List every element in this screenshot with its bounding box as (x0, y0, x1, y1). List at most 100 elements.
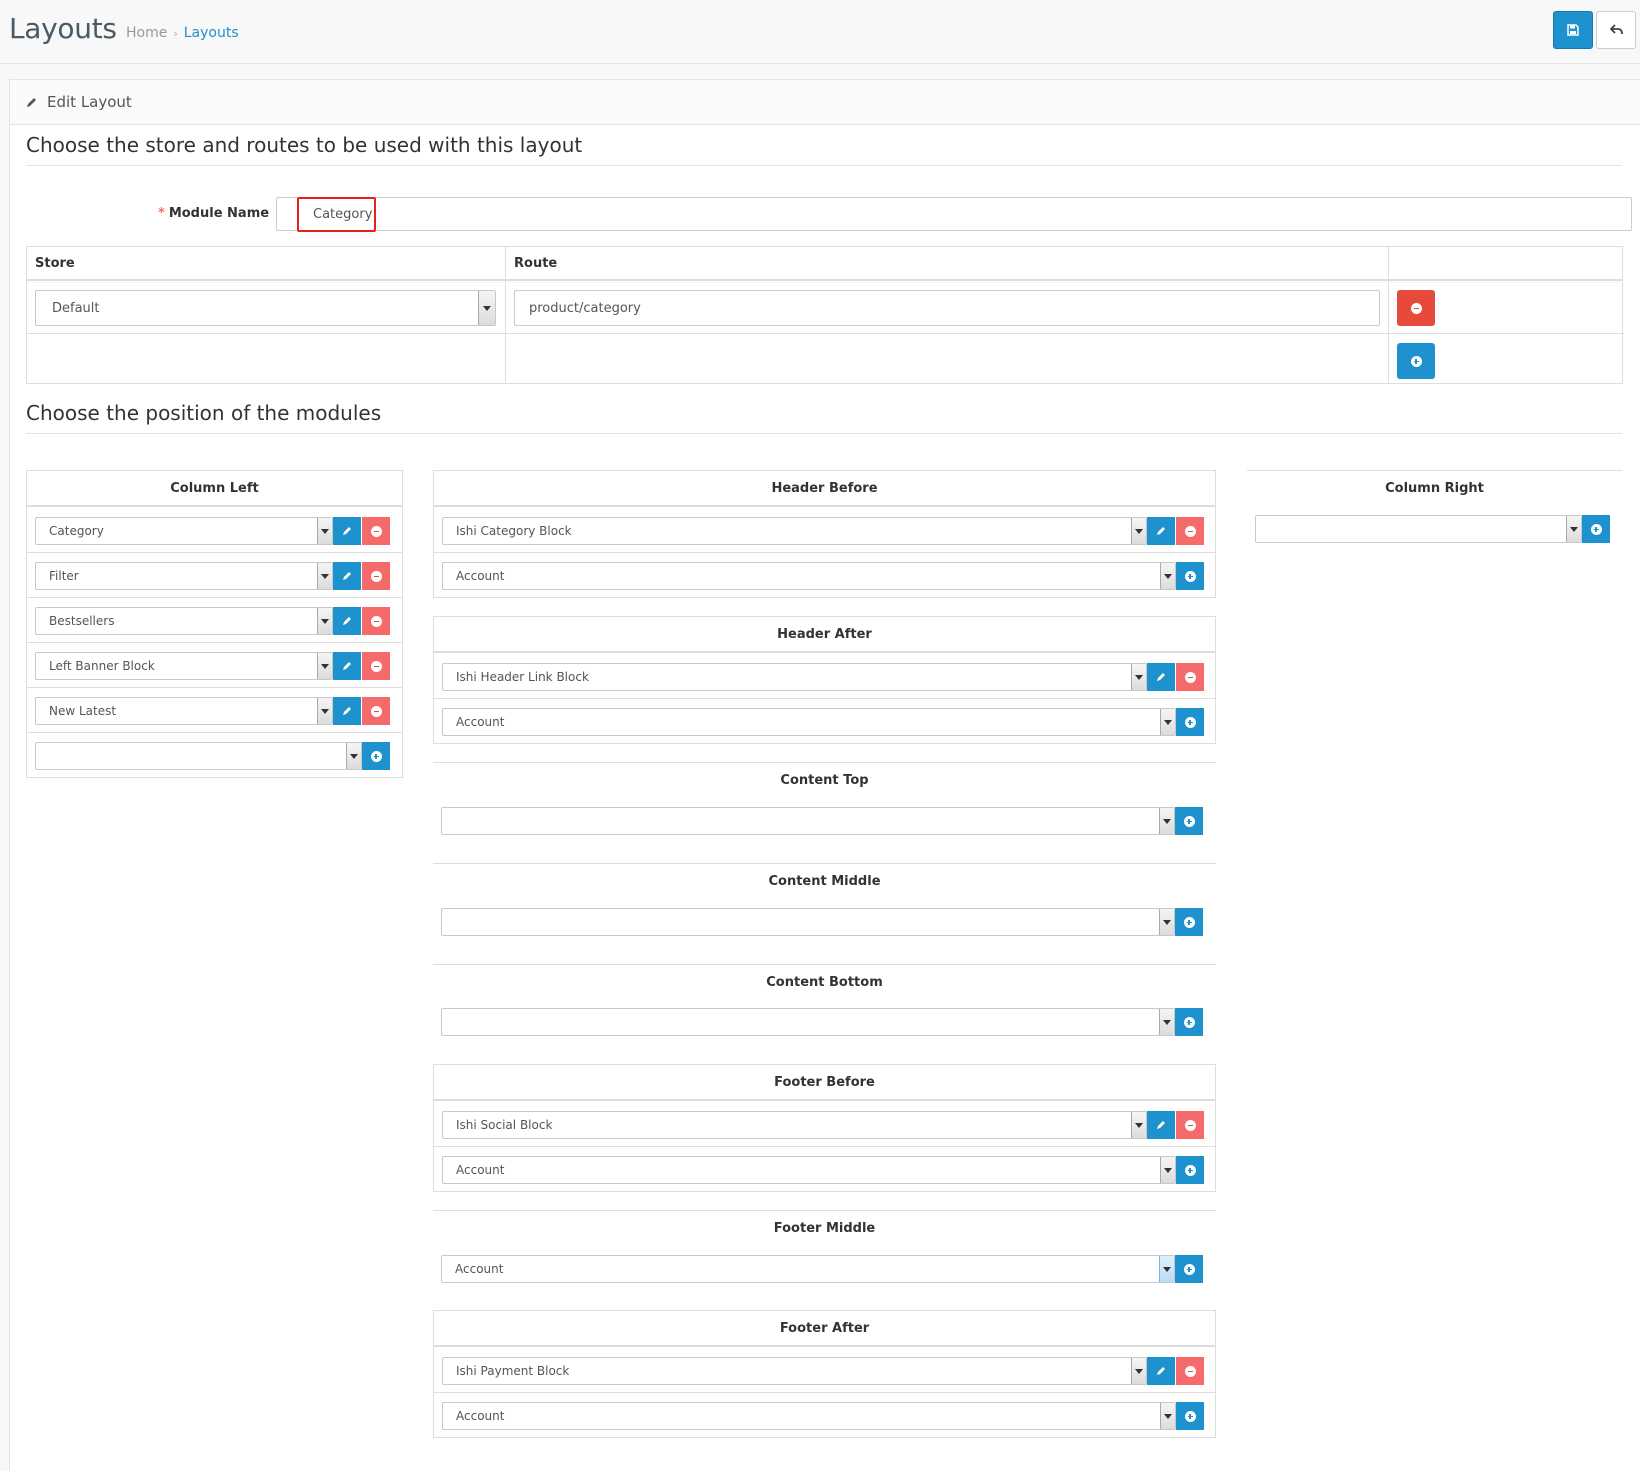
edit-module-button[interactable] (1147, 1357, 1175, 1385)
plus-circle-icon (1183, 1016, 1195, 1028)
module-select[interactable]: Left Banner Block (35, 652, 333, 680)
add-module-select[interactable]: Account (442, 1402, 1176, 1430)
edit-module-button[interactable] (333, 652, 361, 680)
add-module-button[interactable] (362, 742, 390, 770)
footer-middle-box: Footer Middle Account (433, 1210, 1216, 1292)
plus-circle-icon (1183, 815, 1195, 827)
minus-circle-icon (1184, 1119, 1196, 1131)
add-module-button[interactable] (1175, 1255, 1203, 1283)
edit-module-button[interactable] (333, 562, 361, 590)
remove-module-button[interactable] (362, 562, 390, 590)
breadcrumb-layouts[interactable]: Layouts (183, 25, 239, 41)
module-select[interactable]: Category (35, 517, 333, 545)
edit-module-button[interactable] (333, 607, 361, 635)
store-column-header: Store (35, 256, 75, 271)
module-select[interactable]: Ishi Social Block (442, 1111, 1147, 1139)
add-module-select[interactable]: Account (442, 708, 1176, 736)
chevron-down-icon (1160, 709, 1175, 735)
add-module-button[interactable] (1175, 807, 1203, 835)
row-divider (27, 732, 402, 733)
edit-module-button[interactable] (1147, 663, 1175, 691)
row-divider (27, 597, 402, 598)
pencil-icon (1157, 527, 1165, 535)
back-button[interactable] (1596, 11, 1636, 49)
add-module-select[interactable] (441, 1008, 1175, 1036)
table-row-divider (27, 333, 1624, 334)
remove-module-button[interactable] (362, 517, 390, 545)
add-module-select[interactable] (441, 908, 1175, 936)
chevron-down-icon (1159, 808, 1174, 834)
edit-module-button[interactable] (1147, 517, 1175, 545)
module-select[interactable]: Ishi Payment Block (442, 1357, 1147, 1385)
save-button[interactable] (1553, 11, 1593, 49)
remove-module-button[interactable] (1176, 1111, 1204, 1139)
footer-middle-title: Footer Middle (773, 1221, 876, 1236)
row-divider (434, 1146, 1215, 1147)
remove-module-button[interactable] (362, 652, 390, 680)
route-input[interactable]: product/category (514, 290, 1380, 326)
edit-module-button[interactable] (333, 517, 361, 545)
add-module-button[interactable] (1176, 562, 1204, 590)
add-module-button[interactable] (1175, 1008, 1203, 1036)
required-mark: * (158, 206, 165, 221)
routes-table: Store Route Default product/category (26, 246, 1624, 384)
plus-circle-icon (1184, 1164, 1196, 1176)
minus-circle-icon (1410, 302, 1422, 314)
module-select-value: Ishi Payment Block (456, 1364, 570, 1378)
chevron-down-icon (1131, 518, 1146, 544)
edit-module-button[interactable] (1147, 1111, 1175, 1139)
module-name-label: * Module Name (158, 206, 269, 221)
remove-module-button[interactable] (1176, 1357, 1204, 1385)
plus-circle-icon (370, 750, 382, 762)
add-module-button[interactable] (1176, 708, 1204, 736)
minus-circle-icon (1184, 1365, 1196, 1377)
module-name-field-box[interactable] (276, 197, 1632, 231)
minus-circle-icon (370, 615, 382, 627)
remove-route-button[interactable] (1397, 290, 1435, 326)
row-divider (434, 552, 1215, 553)
module-select[interactable]: Bestsellers (35, 607, 333, 635)
add-module-select[interactable]: Account (442, 562, 1176, 590)
table-divider (505, 247, 506, 384)
content-top-box: Content Top (433, 762, 1216, 844)
module-select-value: Account (456, 1163, 505, 1177)
add-module-select[interactable] (1255, 515, 1582, 543)
remove-module-button[interactable] (362, 697, 390, 725)
chevron-down-icon (1160, 1403, 1175, 1429)
remove-module-button[interactable] (1176, 517, 1204, 545)
module-name-input[interactable]: Category (297, 197, 376, 232)
column-right-box: Column Right (1247, 470, 1622, 552)
edit-module-button[interactable] (333, 697, 361, 725)
plus-circle-icon (1590, 523, 1602, 535)
remove-module-button[interactable] (362, 607, 390, 635)
add-route-button[interactable] (1397, 343, 1435, 379)
module-select[interactable]: Ishi Header Link Block (442, 663, 1147, 691)
chevron-down-icon (317, 698, 332, 724)
add-module-button[interactable] (1176, 1402, 1204, 1430)
add-module-button[interactable] (1176, 1156, 1204, 1184)
panel-heading: Edit Layout (10, 80, 1640, 125)
module-select[interactable]: Ishi Category Block (442, 517, 1147, 545)
plus-circle-icon (1184, 1410, 1196, 1422)
remove-module-button[interactable] (1176, 663, 1204, 691)
breadcrumb-home[interactable]: Home (126, 25, 168, 41)
pencil-icon (1157, 1121, 1165, 1129)
module-select[interactable]: Filter (35, 562, 333, 590)
add-module-select[interactable]: Account (442, 1156, 1176, 1184)
chevron-down-icon (317, 563, 332, 589)
modules-legend: Choose the position of the modules (26, 401, 1622, 434)
add-module-select[interactable]: Account (441, 1255, 1175, 1283)
minus-circle-icon (1184, 525, 1196, 537)
pencil-icon (343, 662, 351, 670)
add-module-select[interactable] (35, 742, 362, 770)
store-select[interactable]: Default (35, 290, 496, 326)
routes-table-header: Store Route (27, 247, 1622, 281)
module-select[interactable]: New Latest (35, 697, 333, 725)
add-module-select[interactable] (441, 807, 1175, 835)
add-module-button[interactable] (1582, 515, 1610, 543)
pencil-icon (343, 707, 351, 715)
module-select-value: New Latest (49, 704, 117, 718)
add-module-button[interactable] (1175, 908, 1203, 936)
minus-circle-icon (370, 570, 382, 582)
chevron-down-icon (1160, 1157, 1175, 1183)
